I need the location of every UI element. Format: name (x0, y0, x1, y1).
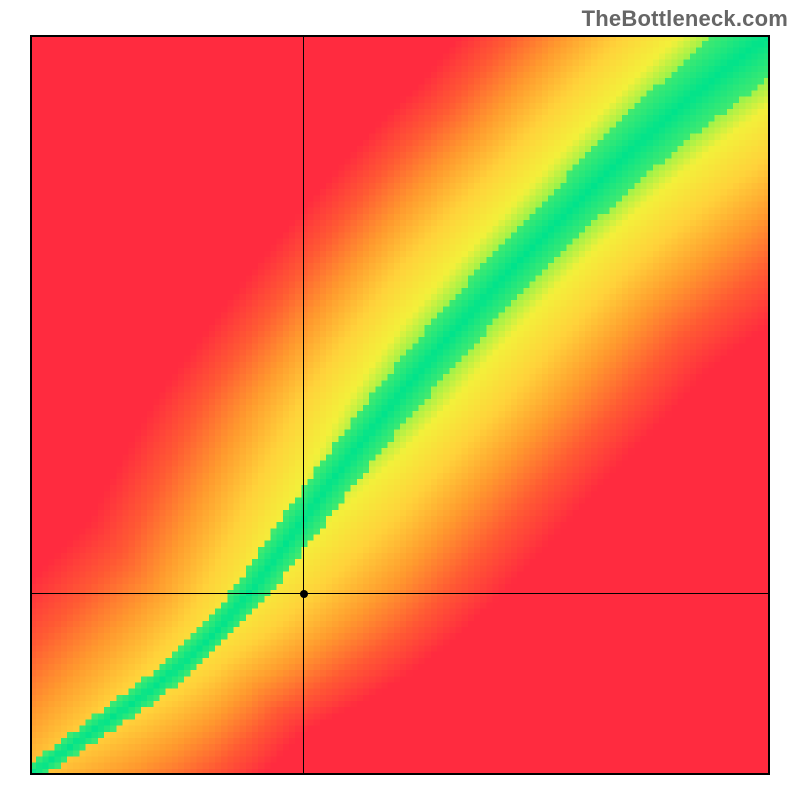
plot-frame (30, 35, 770, 775)
watermark-text: TheBottleneck.com (582, 6, 788, 32)
chart-container: TheBottleneck.com (0, 0, 800, 800)
crosshair-marker (300, 590, 308, 598)
crosshair-vertical (303, 35, 304, 775)
crosshair-horizontal (30, 593, 770, 594)
